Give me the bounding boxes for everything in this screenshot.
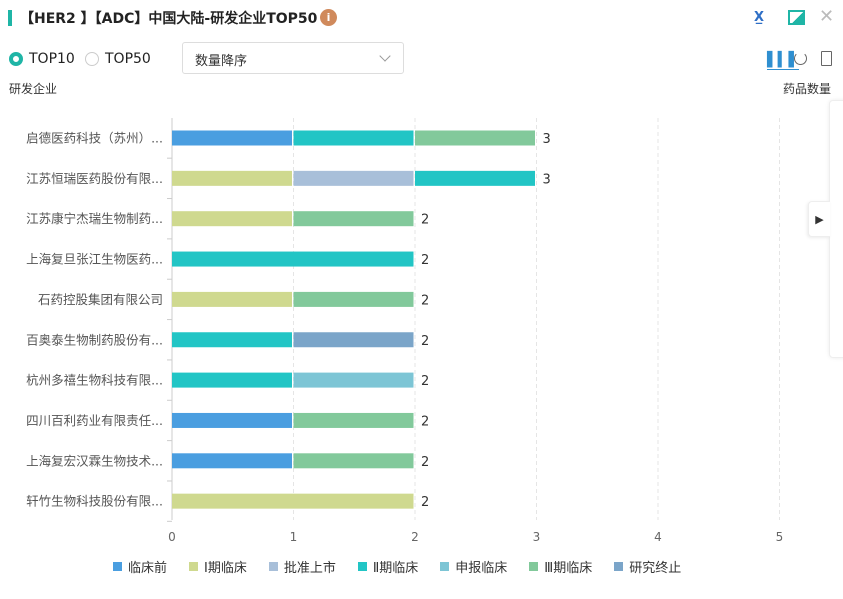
bar-segment[interactable] bbox=[172, 493, 414, 509]
x-tick-label: 2 bbox=[411, 530, 419, 544]
y-tick-label[interactable]: 石药控股集团有限公司 bbox=[38, 292, 163, 307]
bar-segment[interactable] bbox=[172, 130, 292, 146]
bar-segment[interactable] bbox=[415, 130, 535, 146]
expand-panel-button[interactable]: ▶ bbox=[808, 201, 830, 237]
sort-select[interactable]: 数量降序 bbox=[182, 42, 404, 74]
side-panel bbox=[829, 100, 843, 358]
y-axis-title: 研发企业 bbox=[9, 82, 58, 96]
data-label: 2 bbox=[421, 495, 429, 510]
document-icon[interactable] bbox=[821, 51, 832, 66]
x-tick-label: 3 bbox=[533, 530, 541, 544]
close-icon[interactable]: ✕ bbox=[819, 6, 835, 27]
data-label: 2 bbox=[421, 293, 429, 308]
bar-segment[interactable] bbox=[293, 130, 414, 146]
page-title: 【HER2 】【ADC】中国大陆-研发企业TOP50 bbox=[20, 11, 318, 27]
bar-segment[interactable] bbox=[172, 291, 292, 307]
bar-segment[interactable] bbox=[293, 453, 414, 469]
legend-item[interactable]: 批准上市 bbox=[268, 557, 336, 576]
bar-segment[interactable] bbox=[172, 372, 292, 388]
x-tick-label: 0 bbox=[168, 530, 176, 544]
legend-label: 批准上市 bbox=[283, 561, 336, 576]
bar-segment[interactable] bbox=[293, 170, 414, 186]
y-tick-label[interactable]: 百奥泰生物制药股份有... bbox=[26, 332, 163, 347]
legend-item[interactable]: 研究终止 bbox=[614, 557, 681, 576]
legend-label: Ⅰ期临床 bbox=[204, 561, 247, 576]
legend-label: 申报临床 bbox=[455, 561, 508, 576]
x-tick-label: 4 bbox=[654, 530, 662, 544]
legend-item[interactable]: Ⅰ期临床 bbox=[189, 557, 247, 576]
data-label: 2 bbox=[421, 213, 429, 228]
bar-segment[interactable] bbox=[172, 412, 292, 428]
legend-label: Ⅱ期临床 bbox=[372, 561, 419, 576]
legend-item[interactable]: 申报临床 bbox=[440, 557, 507, 576]
bar-segment[interactable] bbox=[293, 412, 414, 428]
legend-item[interactable]: 临床前 bbox=[113, 557, 167, 576]
y-tick-label[interactable]: 江苏恒瑞医药股份有限... bbox=[26, 171, 163, 186]
legend-label: 临床前 bbox=[128, 561, 168, 576]
legend-item[interactable]: Ⅱ期临床 bbox=[357, 557, 419, 576]
legend-swatch bbox=[357, 562, 367, 571]
y-tick-label[interactable]: 四川百利药业有限责任... bbox=[26, 413, 163, 428]
bar-segment[interactable] bbox=[172, 251, 414, 267]
bar-segment[interactable] bbox=[172, 332, 292, 348]
radio-top10-label[interactable]: TOP10 bbox=[29, 51, 75, 67]
legend-swatch bbox=[614, 562, 624, 571]
info-icon[interactable]: i bbox=[320, 9, 337, 26]
bar-segment[interactable] bbox=[293, 211, 414, 227]
bar-segment[interactable] bbox=[172, 170, 292, 186]
legend-swatch bbox=[113, 562, 122, 571]
excel-export-icon[interactable]: X̲ bbox=[754, 10, 765, 25]
data-label: 2 bbox=[421, 253, 429, 268]
bar-segment[interactable] bbox=[293, 372, 414, 388]
data-label: 3 bbox=[543, 172, 551, 187]
bar-segment[interactable] bbox=[172, 453, 292, 469]
legend-swatch bbox=[529, 562, 539, 571]
data-label: 3 bbox=[543, 132, 551, 147]
y-tick-label[interactable]: 上海复宏汉霖生物技术... bbox=[26, 453, 163, 468]
radio-top50-label[interactable]: TOP50 bbox=[105, 51, 151, 67]
legend-swatch bbox=[440, 562, 450, 571]
bar-segment[interactable] bbox=[415, 170, 535, 186]
y-tick-label[interactable]: 杭州多禧生物科技有限... bbox=[26, 373, 163, 388]
legend-swatch bbox=[268, 562, 278, 571]
legend: 临床前 Ⅰ期临床 批准上市 Ⅱ期临床 申报临床 Ⅲ期临床 研究终止 bbox=[113, 557, 703, 576]
bar-segment[interactable] bbox=[172, 211, 292, 227]
title-accent bbox=[8, 10, 12, 26]
sort-value: 数量降序 bbox=[195, 54, 248, 69]
pie-chart-icon[interactable] bbox=[794, 52, 807, 65]
data-label: 2 bbox=[421, 374, 429, 389]
legend-label: 研究终止 bbox=[629, 561, 682, 576]
data-label: 2 bbox=[421, 455, 429, 470]
x-tick-label: 1 bbox=[290, 530, 298, 544]
bar-segment[interactable] bbox=[293, 291, 414, 307]
y-tick-label[interactable]: 上海复旦张江生物医药... bbox=[26, 252, 163, 267]
legend-item[interactable]: Ⅲ期临床 bbox=[529, 557, 592, 576]
y-tick-label[interactable]: 轩竹生物科技股份有限... bbox=[26, 494, 163, 509]
y-tick-label[interactable]: 启德医药科技（苏州）... bbox=[26, 131, 163, 146]
legend-swatch bbox=[189, 562, 199, 571]
y-tick-label[interactable]: 江苏康宁杰瑞生物制药... bbox=[26, 211, 163, 226]
image-export-icon[interactable] bbox=[788, 10, 805, 25]
x-axis-title: 药品数量 bbox=[783, 82, 831, 96]
data-label: 2 bbox=[421, 334, 429, 349]
radio-top50[interactable] bbox=[85, 52, 99, 66]
bar-segment[interactable] bbox=[293, 332, 414, 348]
data-label: 2 bbox=[421, 414, 429, 429]
legend-label: Ⅲ期临床 bbox=[544, 561, 593, 576]
x-tick-label: 5 bbox=[776, 530, 784, 544]
radio-top10[interactable] bbox=[9, 52, 23, 66]
bar-chart-icon[interactable]: ▌▍▌ bbox=[767, 52, 800, 70]
